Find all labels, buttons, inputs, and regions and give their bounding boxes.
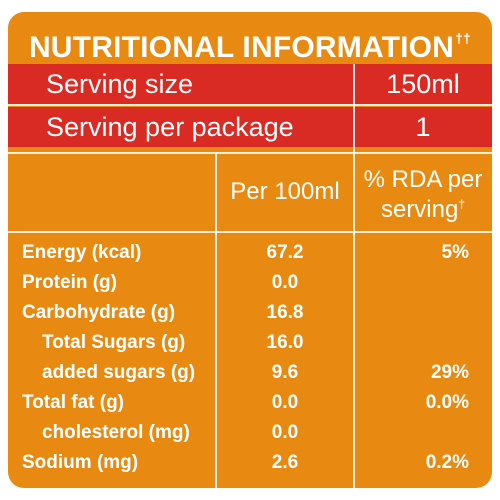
table-row: cholesterol (mg) 0.0	[8, 418, 492, 448]
table-row: Carbohydrate (g) 16.8	[8, 298, 492, 328]
table-row: Sodium (mg) 2.6 0.2%	[8, 448, 492, 478]
per-100ml-value: 16.8	[266, 302, 304, 323]
divider-under-headers	[8, 231, 492, 233]
rda-value: 0.2%	[425, 452, 469, 473]
serving-per-package-label: Serving per package	[46, 112, 294, 142]
nutrient-name: Carbohydrate (g)	[22, 302, 176, 323]
per-100ml-header: Per 100ml	[216, 179, 354, 204]
divider-under-size	[8, 104, 492, 106]
nutrient-name: Total Sugars (g)	[42, 332, 186, 353]
nutrition-title: NUTRITIONAL INFORMATION††	[8, 12, 492, 64]
per-100ml-value: 0.0	[271, 272, 299, 293]
table-row: added sugars (g) 9.6 29%	[8, 358, 492, 388]
rda-value: 5%	[441, 242, 469, 263]
rda-header: % RDA per serving†	[354, 167, 492, 222]
per-100ml-value: 67.2	[266, 242, 304, 263]
per-100ml-value: 0.0	[271, 392, 299, 413]
per-100ml-value: 0.0	[271, 422, 299, 443]
per-100ml-value: 2.6	[271, 452, 299, 473]
serving-size-value: 150ml	[386, 69, 460, 99]
table-row: Protein (g) 0.0	[8, 268, 492, 298]
table-row: Total Sugars (g) 16.0	[8, 328, 492, 358]
nutrient-name: Sodium (mg)	[22, 452, 139, 473]
divider-value-column	[353, 64, 355, 488]
nutrition-panel: NUTRITIONAL INFORMATION†† Serving size 1…	[8, 12, 492, 488]
title-text: NUTRITIONAL INFORMATION	[28, 31, 455, 64]
nutrient-name: Protein (g)	[22, 272, 117, 293]
rda-value: 29%	[430, 362, 469, 383]
serving-per-package-row: Serving per package 1	[8, 107, 492, 147]
per-100ml-value: 16.0	[266, 332, 304, 353]
divider-per100-column	[215, 152, 217, 488]
nutrient-name: Total fat (g)	[22, 392, 125, 413]
table-row: Total fat (g) 0.0 0.0%	[8, 388, 492, 418]
rda-footnote-mark: †	[458, 197, 466, 211]
nutrient-name: added sugars (g)	[42, 362, 196, 383]
nutrient-name: cholesterol (mg)	[42, 422, 190, 443]
rda-header-line1: % RDA per	[363, 166, 483, 193]
nutrient-name: Energy (kcal)	[22, 242, 142, 263]
per-100ml-value: 9.6	[271, 362, 299, 383]
rda-value: 0.0%	[425, 392, 469, 413]
serving-per-package-value: 1	[415, 112, 431, 142]
rda-header-line2: serving	[380, 196, 459, 223]
table-row: Energy (kcal) 67.2 5%	[8, 238, 492, 268]
per-100ml-header-text: Per 100ml	[230, 178, 340, 205]
serving-size-row: Serving size 150ml	[8, 64, 492, 104]
divider-under-package	[8, 152, 492, 154]
title-footnote-mark: ††	[455, 30, 472, 46]
serving-size-label: Serving size	[46, 69, 194, 99]
